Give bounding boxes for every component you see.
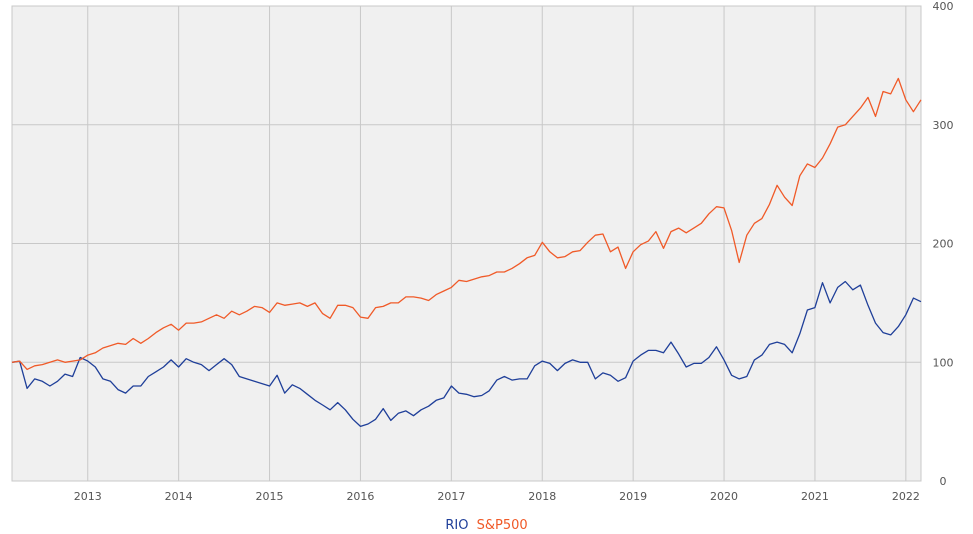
series-line-sp500 — [11, 77, 922, 371]
x-tick-label: 2017 — [437, 490, 465, 503]
x-tick-label: 2018 — [528, 490, 556, 503]
y-tick-label: 0 — [940, 475, 947, 488]
legend-item-rio: RIO — [445, 518, 469, 533]
y-tick-label: 300 — [933, 119, 954, 132]
y-axis-tick-labels: 400 300 200 100 0 — [933, 0, 954, 488]
y-tick-label: 100 — [933, 356, 954, 369]
x-tick-label: 2021 — [801, 490, 829, 503]
x-tick-label: 2022 — [892, 490, 920, 503]
series-lines — [11, 77, 922, 428]
x-tick-label: 2019 — [619, 490, 647, 503]
x-tick-label: 2016 — [346, 490, 374, 503]
legend-item-sp500: S&P500 — [476, 518, 528, 533]
x-tick-label: 2020 — [710, 490, 738, 503]
x-tick-label: 2014 — [165, 490, 193, 503]
x-axis-tick-labels: 2013 2014 2015 2016 2017 2018 2019 2020 2021 2022 — [74, 490, 920, 503]
legend: RIO S&P500 — [0, 518, 973, 533]
x-tick-label: 2015 — [256, 490, 284, 503]
y-tick-label: 200 — [933, 238, 954, 251]
series-line-rio — [11, 280, 922, 428]
y-tick-label: 400 — [933, 0, 954, 13]
x-tick-label: 2013 — [74, 490, 102, 503]
